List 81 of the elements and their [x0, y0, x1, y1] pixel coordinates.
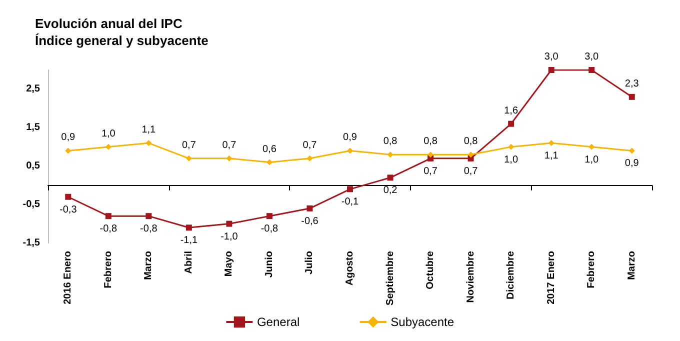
- data-label: 0,2: [383, 185, 398, 196]
- chart-title: Evolución anual del IPC: [35, 16, 183, 31]
- data-label: 1,1: [142, 124, 156, 136]
- data-label: 0,9: [61, 132, 76, 144]
- data-label: 3,0: [584, 52, 599, 62]
- point: [628, 148, 635, 154]
- data-label: 0,7: [182, 140, 196, 151]
- legend-label: General: [256, 315, 300, 329]
- x-tick-label: Noviembre: [465, 250, 476, 303]
- x-tick-label: Julio: [304, 251, 316, 274]
- data-label: 1,0: [584, 154, 599, 166]
- data-label: 1,6: [504, 105, 518, 116]
- point: [548, 67, 554, 73]
- x-tick-label: Febrero: [586, 251, 598, 288]
- point: [588, 67, 595, 73]
- point: [226, 155, 232, 162]
- point: [65, 148, 72, 154]
- data-label: -0,8: [100, 224, 118, 235]
- point: [146, 213, 152, 220]
- x-tick-label: Junio: [264, 251, 275, 278]
- y-tick-label: 0,5: [26, 160, 40, 172]
- point: [347, 186, 353, 192]
- x-tick-label: Febrero: [102, 251, 114, 288]
- y-tick-label: -0,5: [22, 199, 40, 210]
- data-label: -0,8: [260, 224, 279, 235]
- point: [508, 144, 514, 150]
- data-label: 0,7: [222, 140, 237, 151]
- data-label: 1,1: [544, 150, 559, 162]
- data-label: 0,8: [424, 136, 438, 148]
- chart-subtitle: Índice general y subyacente: [35, 33, 208, 48]
- x-tick-label: Marzo: [143, 251, 154, 280]
- point: [306, 155, 313, 162]
- data-label: 0,7: [424, 166, 438, 177]
- point: [628, 94, 635, 100]
- y-tick-label: -1,5: [22, 238, 40, 248]
- point: [387, 174, 394, 181]
- data-label: 3,0: [544, 52, 559, 62]
- point: [347, 148, 353, 154]
- x-tick-label: Diciembre: [506, 250, 517, 300]
- x-tick-label: 2017 Enero: [546, 251, 557, 304]
- data-label: 0,8: [464, 136, 478, 148]
- point: [306, 205, 313, 212]
- x-tick-label: Abril: [183, 250, 194, 274]
- data-label: 0,6: [262, 144, 277, 155]
- point: [186, 155, 192, 162]
- data-label: 2,3: [624, 78, 640, 90]
- data-label: -0,3: [60, 204, 78, 216]
- x-tick-label: Mayo: [224, 251, 235, 277]
- x-tick-label: Marzo: [626, 251, 638, 280]
- data-label: 0,7: [464, 166, 478, 177]
- data-label: 0,7: [302, 140, 318, 151]
- point: [105, 144, 112, 150]
- point: [65, 194, 72, 200]
- point: [387, 152, 394, 158]
- point: [266, 159, 272, 166]
- data-label: 0,9: [624, 158, 640, 170]
- y-tick-label: 1,5: [26, 122, 40, 134]
- data-label: -0,6: [301, 216, 319, 227]
- point: [508, 120, 514, 127]
- data-label: 0,9: [343, 132, 358, 144]
- data-label: 1,0: [101, 128, 116, 140]
- x-tick-label: Septiembre: [384, 250, 396, 306]
- data-label: -1,1: [180, 235, 198, 246]
- point: [266, 213, 272, 220]
- data-label: 1,0: [504, 154, 518, 166]
- y-tick-label: 2,5: [26, 84, 40, 95]
- x-tick-label: Octubre: [425, 250, 436, 290]
- point: [468, 152, 474, 158]
- data-label: -0,8: [140, 224, 158, 235]
- point: [588, 144, 595, 150]
- x-tick-label: Agosto: [344, 251, 356, 286]
- data-label: -1,0: [220, 231, 238, 242]
- legend-label: Subyacente: [390, 315, 454, 329]
- data-label: 0,8: [383, 136, 398, 148]
- point: [548, 140, 554, 146]
- point: [105, 213, 112, 220]
- point: [186, 224, 192, 231]
- x-tick-label: 2016 Enero: [62, 251, 74, 304]
- point: [146, 140, 152, 146]
- data-label: -0,1: [341, 196, 360, 208]
- point: [226, 220, 232, 227]
